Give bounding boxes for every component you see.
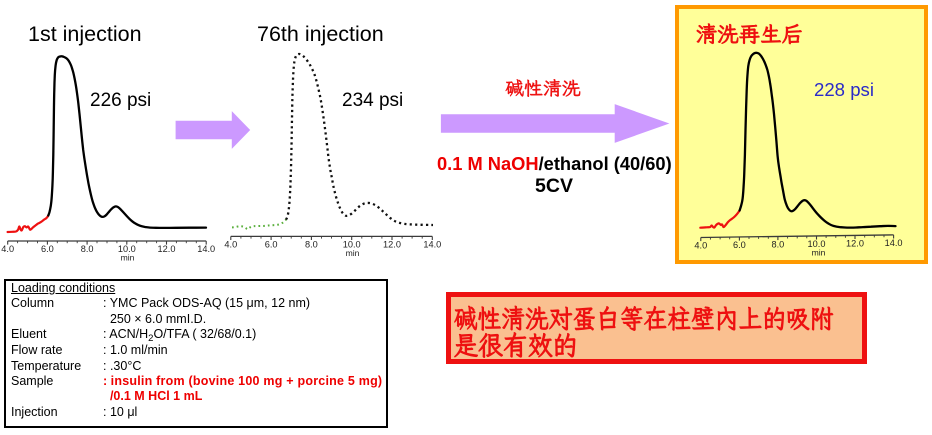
svg-text:4.0: 4.0 — [224, 240, 237, 250]
svg-text:14.0: 14.0 — [885, 238, 903, 248]
svg-text:8.0: 8.0 — [772, 240, 785, 250]
svg-text:10.0: 10.0 — [343, 240, 361, 250]
svg-text:min: min — [346, 248, 360, 258]
svg-text:min: min — [121, 253, 135, 263]
svg-text:4.0: 4.0 — [1, 244, 14, 254]
svg-text:8.0: 8.0 — [305, 240, 318, 250]
svg-text:6.0: 6.0 — [733, 240, 746, 250]
svg-text:6.0: 6.0 — [265, 240, 278, 250]
svg-text:6.0: 6.0 — [41, 244, 54, 254]
svg-text:12.0: 12.0 — [383, 240, 401, 250]
svg-text:12.0: 12.0 — [846, 239, 864, 249]
svg-text:8.0: 8.0 — [81, 244, 94, 254]
svg-text:10.0: 10.0 — [118, 244, 136, 254]
svg-text:14.0: 14.0 — [423, 240, 441, 250]
svg-text:10.0: 10.0 — [808, 239, 826, 249]
svg-text:14.0: 14.0 — [197, 244, 215, 254]
svg-text:4.0: 4.0 — [694, 241, 707, 251]
svg-text:min: min — [812, 247, 826, 257]
svg-text:12.0: 12.0 — [158, 244, 176, 254]
